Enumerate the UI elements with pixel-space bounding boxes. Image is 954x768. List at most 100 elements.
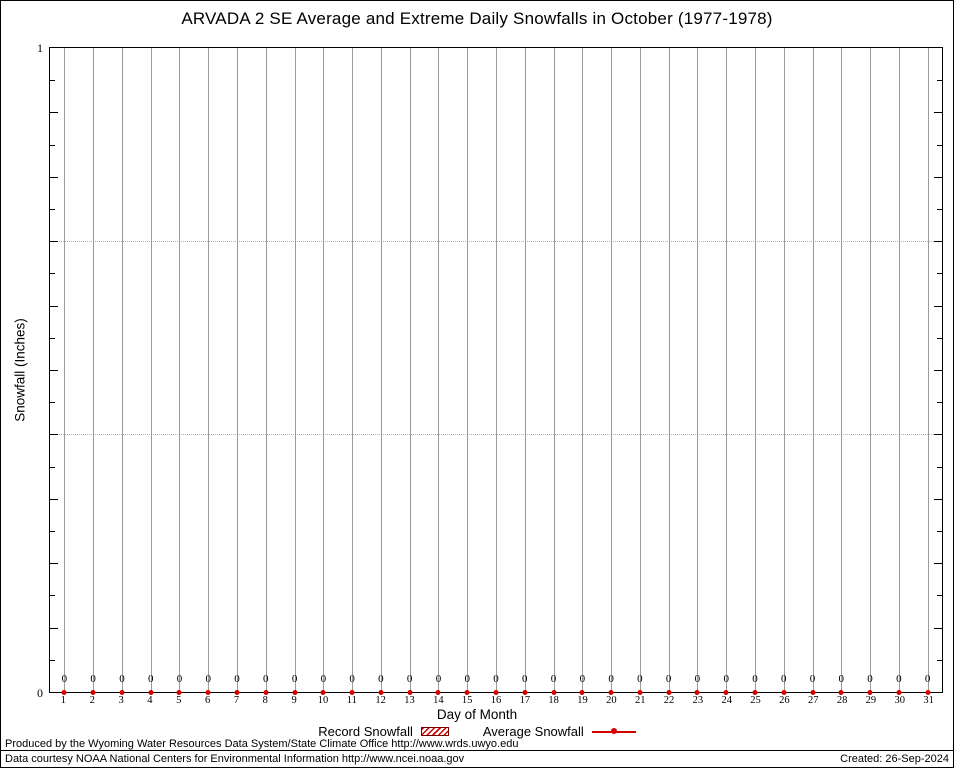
y-minor-tick-left bbox=[50, 627, 58, 629]
x-tick-label: 12 bbox=[375, 695, 386, 706]
data-point-day-3 bbox=[119, 690, 125, 695]
average-snowfall-line-dot-icon bbox=[591, 727, 636, 736]
day-gridline bbox=[265, 48, 267, 692]
x-tick-label: 7 bbox=[233, 695, 240, 706]
x-tick-label: 13 bbox=[404, 695, 415, 706]
point-value-label: 0 bbox=[665, 673, 672, 685]
x-tick-label: 14 bbox=[433, 695, 444, 706]
data-point-day-14 bbox=[435, 690, 441, 695]
day-gridline bbox=[812, 48, 814, 692]
y-tick-label-max: 1 bbox=[37, 41, 43, 55]
day-gridline bbox=[64, 48, 66, 692]
point-value-label: 0 bbox=[234, 673, 240, 685]
data-point-day-23 bbox=[694, 690, 700, 695]
point-value-label: 0 bbox=[406, 673, 413, 685]
x-tick-label: 26 bbox=[779, 695, 790, 706]
y-minor-tick-left bbox=[50, 659, 55, 661]
data-point-day-9 bbox=[292, 690, 298, 695]
day-gridline bbox=[93, 48, 95, 692]
day-gridline bbox=[783, 48, 785, 692]
x-tick-label: 21 bbox=[634, 695, 646, 706]
point-value-label: 0 bbox=[780, 673, 787, 685]
x-tick-label: 9 bbox=[291, 695, 297, 706]
day-gridline bbox=[352, 48, 354, 692]
y-minor-tick-left bbox=[50, 241, 58, 243]
point-value-label: 0 bbox=[176, 673, 183, 685]
day-gridline bbox=[380, 48, 382, 692]
x-tick-label: 1 bbox=[60, 695, 67, 706]
day-gridline bbox=[150, 48, 152, 692]
y-minor-tick-right bbox=[934, 305, 942, 307]
y-minor-tick-left bbox=[50, 144, 55, 146]
data-point-day-22 bbox=[666, 690, 672, 695]
x-tick-label: 28 bbox=[836, 695, 848, 706]
y-minor-tick-right bbox=[934, 498, 942, 500]
y-axis-title: Snowfall (Inches) bbox=[12, 318, 28, 422]
y-tick-label-min: 0 bbox=[37, 686, 43, 700]
y-minor-tick-right bbox=[937, 273, 942, 275]
x-tick-label: 15 bbox=[461, 695, 473, 706]
x-tick-label: 16 bbox=[490, 695, 502, 706]
x-tick-label: 5 bbox=[176, 695, 182, 706]
data-point-day-25 bbox=[752, 690, 758, 695]
y-minor-tick-left bbox=[50, 337, 55, 339]
data-point-day-11 bbox=[349, 690, 355, 695]
y-minor-tick-left bbox=[50, 434, 58, 436]
footer-produced-by: Produced by the Wyoming Water Resources … bbox=[5, 738, 519, 750]
data-point-day-15 bbox=[464, 690, 470, 695]
legend-label-record-snowfall: Record Snowfall bbox=[318, 723, 413, 739]
day-gridline bbox=[409, 48, 411, 692]
point-value-label: 0 bbox=[263, 673, 269, 685]
record-snowfall-hatch-swatch-icon bbox=[420, 726, 449, 736]
data-point-day-29 bbox=[867, 690, 873, 695]
data-point-day-19 bbox=[579, 690, 585, 695]
y-minor-tick-left bbox=[50, 209, 55, 210]
point-value-label: 0 bbox=[119, 673, 125, 685]
point-value-label: 0 bbox=[838, 673, 845, 685]
data-point-day-4 bbox=[148, 690, 154, 695]
x-tick-label: 27 bbox=[807, 695, 819, 706]
day-gridline bbox=[467, 48, 469, 692]
x-tick-label: 2 bbox=[89, 695, 95, 706]
data-point-day-27 bbox=[810, 690, 816, 695]
y-minor-tick-right bbox=[934, 370, 942, 371]
y-minor-tick-right bbox=[934, 434, 942, 436]
day-gridline bbox=[179, 48, 181, 692]
point-value-label: 0 bbox=[378, 673, 384, 685]
day-gridline bbox=[726, 48, 728, 692]
x-tick-label: 6 bbox=[204, 695, 211, 706]
x-axis-title: Day of Month bbox=[436, 707, 518, 722]
day-gridline bbox=[611, 48, 613, 692]
point-value-label: 0 bbox=[147, 673, 154, 685]
y-minor-tick-right bbox=[934, 112, 942, 114]
point-value-label: 0 bbox=[924, 673, 931, 685]
y-minor-tick-right bbox=[937, 337, 942, 339]
point-value-label: 0 bbox=[205, 673, 212, 685]
y-minor-tick-left bbox=[50, 595, 55, 597]
point-value-label: 0 bbox=[752, 673, 758, 685]
footer-strip: Data courtesy NOAA National Centers for … bbox=[1, 750, 953, 767]
data-point-day-20 bbox=[608, 690, 614, 695]
point-value-label: 0 bbox=[896, 673, 902, 685]
data-point-day-2 bbox=[90, 690, 96, 695]
y-minor-tick-right bbox=[934, 563, 942, 565]
y-minor-tick-left bbox=[50, 273, 55, 275]
y-minor-tick-right bbox=[937, 402, 942, 404]
footer-data-courtesy: Data courtesy NOAA National Centers for … bbox=[5, 753, 465, 765]
x-tick-label: 10 bbox=[317, 695, 329, 706]
y-minor-tick-left bbox=[50, 112, 58, 114]
point-value-label: 0 bbox=[809, 673, 816, 685]
day-gridline bbox=[898, 48, 900, 692]
x-tick-label: 29 bbox=[865, 695, 877, 706]
day-gridline bbox=[524, 48, 526, 692]
point-value-label: 0 bbox=[723, 673, 729, 685]
y-minor-tick-right bbox=[937, 209, 942, 210]
legend-label-average-snowfall: Average Snowfall bbox=[482, 723, 584, 739]
data-point-day-21 bbox=[637, 690, 643, 695]
y-minor-tick-right bbox=[937, 466, 942, 468]
data-point-day-26 bbox=[781, 690, 787, 695]
point-value-label: 0 bbox=[694, 673, 701, 685]
plot-area: 0 0 0 0 0 0 0 0 0 0 0 0 0 0 0 0 0 0 0 0 0 0 0 0 0 0 0 0 0 0 0 bbox=[49, 47, 943, 695]
point-value-label: 0 bbox=[579, 673, 586, 685]
point-value-label: 0 bbox=[435, 673, 442, 685]
